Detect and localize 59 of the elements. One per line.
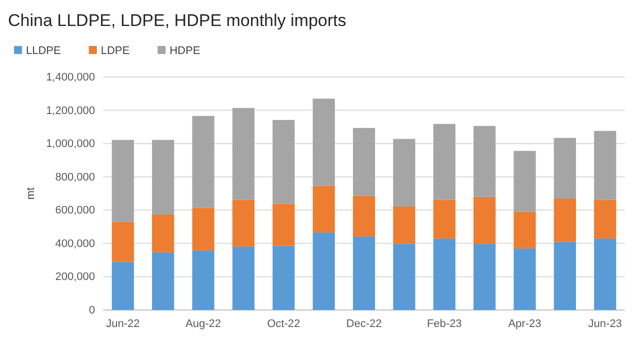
bar [192, 116, 214, 208]
bar [232, 200, 254, 246]
bar [514, 150, 536, 212]
bar [594, 200, 616, 238]
x-tick-label: Apr-23 [508, 318, 542, 330]
bar [514, 248, 536, 310]
x-tick-label: Aug-22 [186, 318, 222, 330]
bar [272, 246, 295, 310]
x-tick-label: Oct-22 [267, 318, 300, 330]
bar [312, 232, 335, 310]
bar [232, 108, 254, 200]
bar [594, 130, 616, 200]
x-tick-label: Jun-23 [588, 318, 622, 330]
bar [594, 238, 616, 310]
bar [433, 124, 456, 200]
bar [312, 98, 335, 186]
bar [474, 126, 496, 197]
y-tick-label: 600,000 [55, 204, 95, 217]
bar [554, 138, 576, 198]
bar [272, 120, 295, 204]
bar [352, 236, 376, 310]
bar [393, 138, 416, 206]
y-axis-title: mt [25, 187, 37, 200]
bar [232, 246, 254, 310]
x-tick-label: Jun-22 [106, 318, 140, 330]
bar [352, 128, 376, 196]
bar [152, 214, 174, 252]
bar [474, 244, 496, 310]
y-tick-label: 400,000 [55, 238, 95, 250]
y-tick-label: 800,000 [55, 171, 95, 184]
bar [393, 206, 416, 244]
bar [192, 208, 214, 250]
bar [152, 140, 174, 214]
y-tick-label: 1,200,000 [46, 104, 95, 117]
bar [433, 200, 456, 238]
bar [352, 196, 376, 236]
bar [474, 196, 496, 244]
bar [272, 204, 295, 246]
bar [112, 262, 134, 310]
legend-label: LLDPE [26, 45, 61, 57]
bar [514, 212, 536, 248]
y-tick-label: 200,000 [55, 271, 95, 284]
bar [554, 242, 576, 310]
bar [554, 198, 576, 242]
legend-label: HDPE [170, 45, 200, 57]
y-tick-label: 1,000,000 [46, 138, 95, 150]
bar [393, 244, 416, 310]
x-tick-label: Dec-22 [346, 318, 382, 330]
y-tick-label: 0 [88, 304, 95, 317]
bar [192, 250, 214, 310]
bar [112, 222, 134, 262]
bar [312, 186, 335, 232]
x-tick-label: Feb-23 [426, 318, 462, 330]
chart-title: China LLDPE, LDPE, HDPE monthly imports [8, 11, 346, 30]
bar [433, 238, 456, 310]
bar [112, 140, 134, 222]
bar [152, 252, 174, 310]
legend-label: LDPE [100, 45, 130, 57]
y-tick-label: 1,400,000 [46, 72, 95, 84]
